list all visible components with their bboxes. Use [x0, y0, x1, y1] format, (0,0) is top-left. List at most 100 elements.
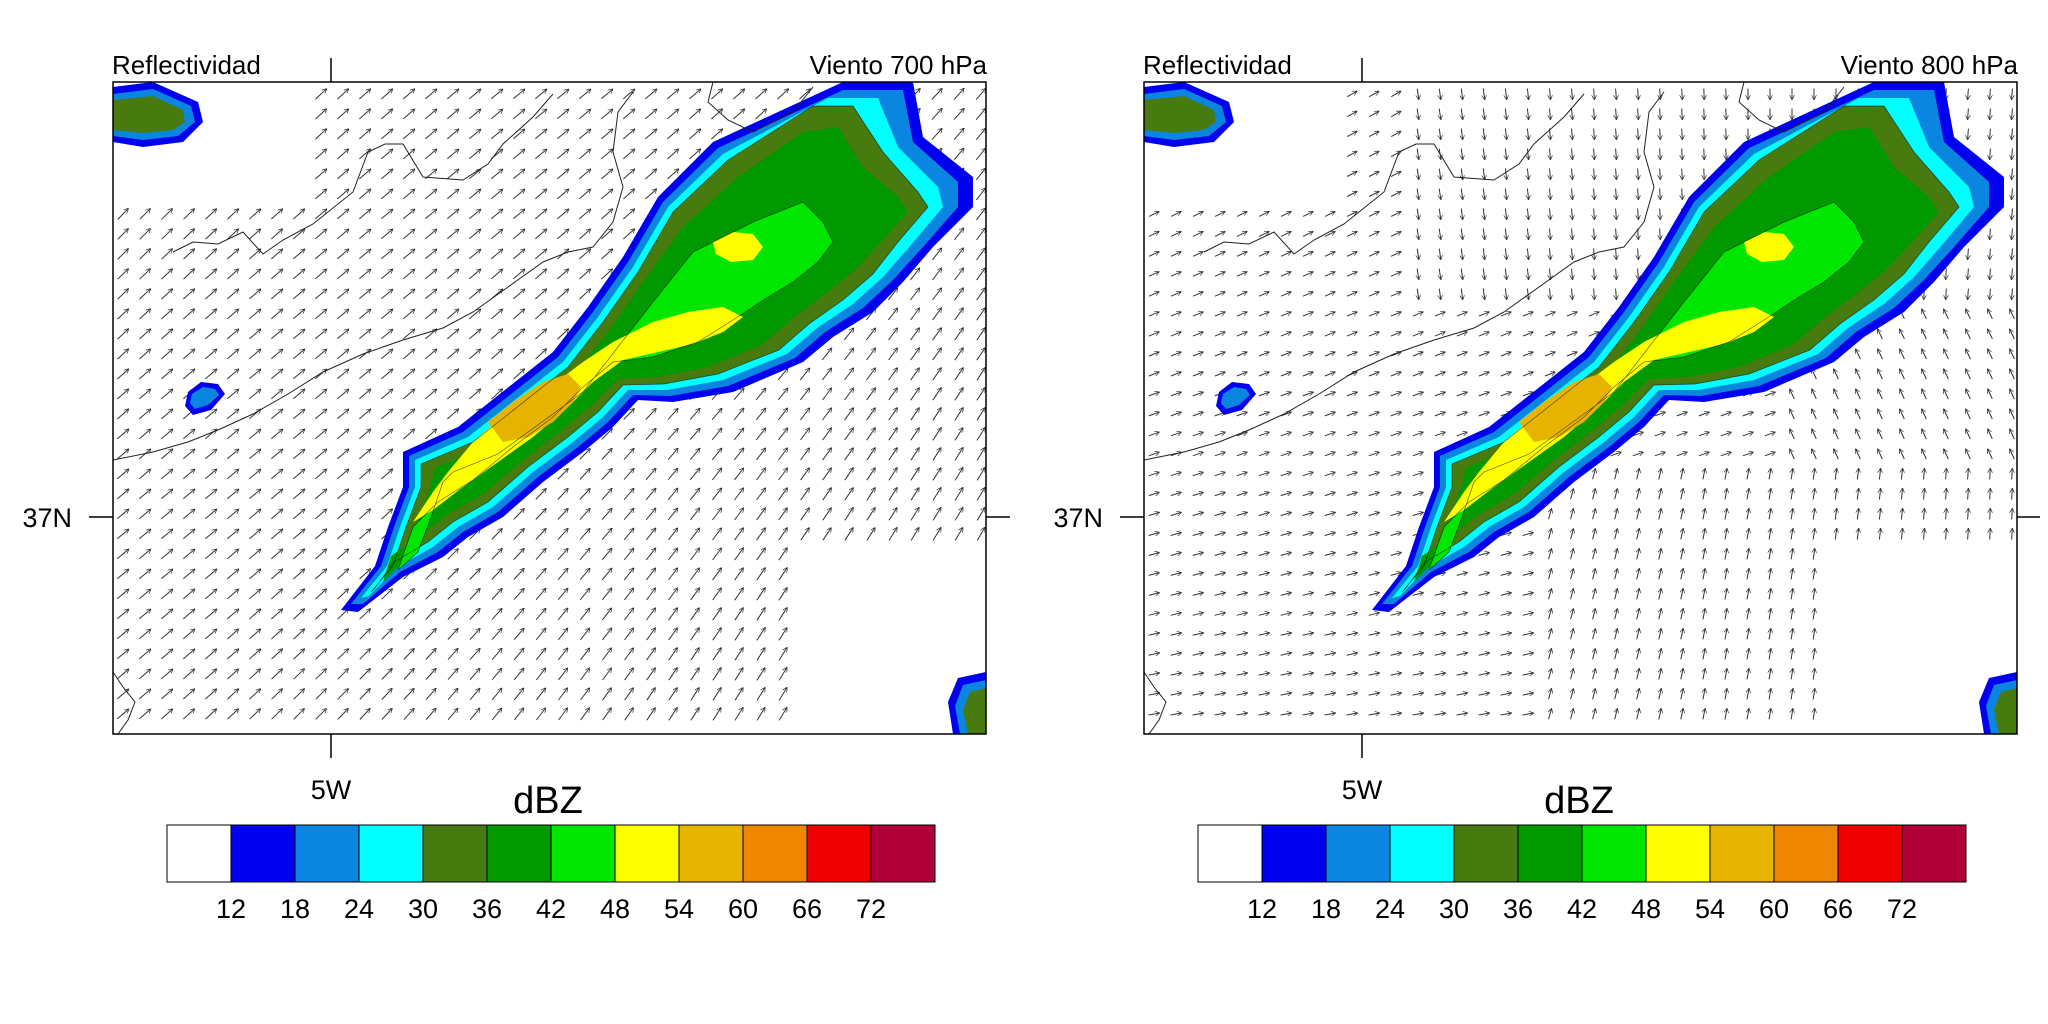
- wind-arrow: [1192, 593, 1204, 596]
- wind-arrow: [1368, 633, 1380, 635]
- wind-arrow: [469, 688, 480, 701]
- wind-arrow: [424, 129, 436, 140]
- wind-arrow: [1214, 252, 1225, 257]
- wind-arrow: [1456, 352, 1467, 357]
- wind-arrow: [1483, 88, 1484, 100]
- wind-arrow: [1550, 168, 1551, 180]
- wind-arrow: [1682, 148, 1683, 160]
- wind-arrow: [1236, 452, 1247, 457]
- wind-arrow: [1990, 88, 1991, 100]
- wind-arrow: [1571, 689, 1574, 700]
- wind-arrow: [1170, 252, 1181, 257]
- wind-arrow: [1346, 533, 1358, 536]
- x-tick-label-700: 5W: [311, 775, 352, 805]
- wind-arrow: [1725, 669, 1727, 680]
- wind-arrow: [1879, 489, 1880, 500]
- wind-arrow: [1390, 673, 1402, 675]
- wind-arrow: [535, 509, 546, 520]
- wind-arrow: [2010, 429, 2015, 440]
- wind-arrow: [490, 309, 502, 320]
- wind-arrow: [1703, 589, 1705, 600]
- wind-arrow: [380, 269, 392, 280]
- wind-arrow: [1346, 713, 1358, 715]
- wind-arrow: [667, 508, 677, 521]
- wind-arrow: [1368, 91, 1379, 98]
- wind-arrow: [139, 269, 151, 280]
- wind-arrow: [1500, 713, 1512, 715]
- wind-arrow: [1236, 352, 1247, 357]
- wind-arrow: [1148, 593, 1160, 596]
- wind-arrow: [205, 209, 217, 220]
- wind-arrow: [1790, 409, 1795, 420]
- wind-arrow: [954, 508, 963, 521]
- wind-arrow: [1280, 673, 1292, 675]
- wind-arrow: [403, 589, 415, 600]
- wind-arrow: [160, 469, 172, 480]
- wind-arrow: [1659, 549, 1661, 560]
- wind-arrow: [1170, 553, 1182, 556]
- wind-arrow: [160, 549, 172, 560]
- wind-arrow: [425, 649, 436, 660]
- wind-arrow: [381, 609, 393, 620]
- wind-arrow: [1616, 108, 1617, 120]
- wind-arrow: [1790, 389, 1795, 400]
- wind-arrow: [777, 368, 788, 381]
- wind-arrow: [1412, 613, 1424, 616]
- wind-arrow: [2012, 108, 2013, 120]
- wind-arrow: [1769, 649, 1771, 660]
- wind-arrow: [446, 209, 458, 220]
- wind-arrow: [624, 628, 634, 641]
- wind-arrow: [976, 348, 985, 361]
- wind-arrow: [1258, 713, 1270, 715]
- y-tick-label-700: 37N: [22, 503, 72, 533]
- wind-arrow: [117, 249, 129, 260]
- wind-arrow: [690, 708, 699, 721]
- wind-arrow: [293, 589, 304, 600]
- wind-arrow: [337, 569, 349, 580]
- wind-arrow: [1572, 88, 1573, 100]
- wind-arrow: [1594, 128, 1595, 140]
- wind-arrow: [446, 189, 458, 200]
- wind-arrow: [248, 369, 260, 380]
- wind-arrow: [690, 568, 700, 581]
- wind-arrow: [116, 609, 128, 620]
- colorbar-tick-label: 66: [1823, 894, 1853, 924]
- wind-arrow: [601, 528, 612, 541]
- wind-arrow: [227, 229, 239, 240]
- wind-arrow: [513, 549, 524, 560]
- wind-arrow: [1659, 669, 1661, 680]
- wind-arrow: [888, 388, 898, 401]
- wind-arrow: [1681, 509, 1683, 520]
- wind-arrow: [204, 509, 216, 520]
- wind-arrow: [446, 289, 458, 300]
- wind-arrow: [1879, 529, 1880, 540]
- wind-arrow: [623, 229, 634, 240]
- wind-arrow: [1637, 669, 1640, 680]
- wind-arrow: [1170, 533, 1182, 536]
- wind-arrow: [1922, 429, 1927, 440]
- map-frame-700: [112, 81, 987, 735]
- wind-arrow: [117, 309, 129, 320]
- wind-arrow: [1192, 653, 1204, 655]
- wind-arrow: [1461, 188, 1462, 200]
- wind-arrow: [1549, 629, 1552, 640]
- wind-arrow: [888, 308, 897, 321]
- wind-arrow: [1302, 332, 1313, 337]
- wind-arrow: [1703, 529, 1705, 540]
- wind-arrow: [1324, 432, 1335, 437]
- wind-arrow: [1966, 429, 1971, 440]
- wind-arrow: [1439, 128, 1441, 140]
- wind-arrow: [315, 609, 327, 620]
- wind-arrow: [116, 529, 128, 540]
- wind-arrow: [1346, 553, 1358, 556]
- wind-arrow: [1725, 469, 1727, 480]
- wind-arrow: [337, 549, 348, 560]
- wind-arrow: [1192, 332, 1203, 337]
- wind-arrow: [1346, 693, 1358, 695]
- wind-arrow: [712, 508, 721, 521]
- wind-arrow: [1966, 409, 1971, 420]
- wind-arrow: [778, 428, 787, 441]
- wind-arrow: [1439, 108, 1441, 120]
- wind-arrow: [1571, 649, 1574, 660]
